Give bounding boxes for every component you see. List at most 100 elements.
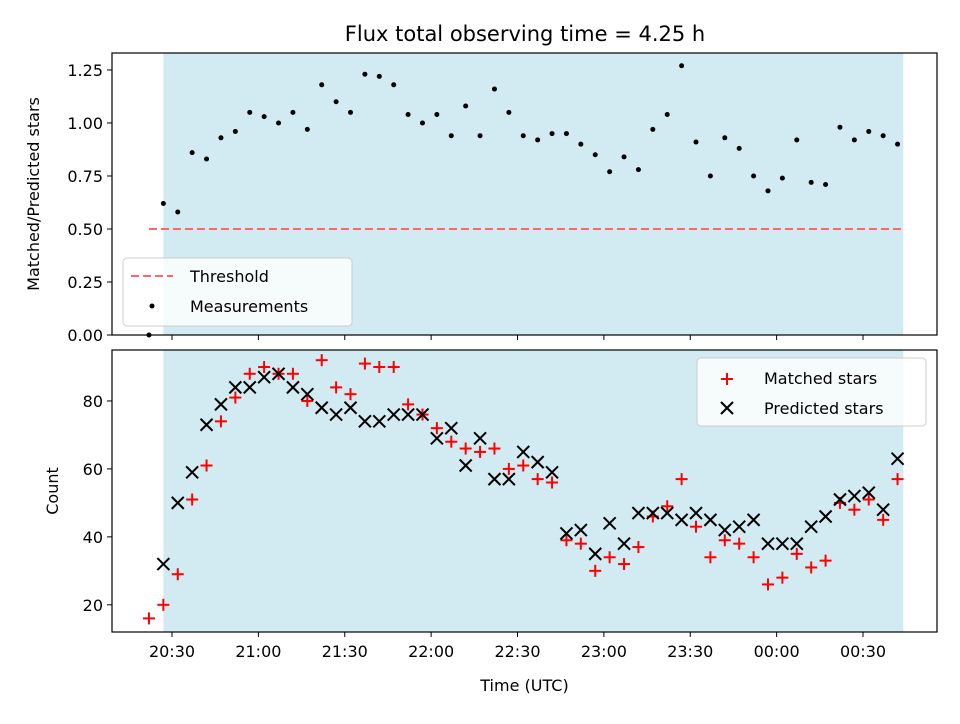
measurement-point (419, 120, 425, 126)
measurement-point (232, 128, 238, 134)
x-axis-label: Time (UTC) (479, 676, 568, 695)
measurement-point (463, 103, 469, 109)
legend-measurements-swatch (149, 303, 155, 309)
predicted-star-point (761, 536, 775, 551)
measurement-point (304, 126, 310, 132)
figure-title: Flux total observing time = 4.25 h (345, 22, 705, 46)
measurement-point (880, 133, 886, 139)
matched-star-point (200, 459, 213, 472)
predicted-star-point (185, 465, 199, 480)
predicted-star-point (171, 496, 185, 510)
legend-threshold-label: Threshold (189, 267, 269, 286)
predicted-star-point (674, 513, 689, 527)
measurement-point (664, 111, 670, 117)
matched-star-point (589, 564, 602, 577)
predicted-star-point (862, 485, 876, 500)
measurement-point (722, 135, 728, 141)
measurement-point (650, 126, 656, 132)
matched-star-point (862, 493, 875, 506)
matched-star-point (330, 381, 343, 394)
predicted-star-point (415, 407, 430, 422)
matched-star-point (171, 568, 184, 581)
predicted-star-point (530, 455, 545, 469)
matched-star-point (790, 547, 803, 560)
measurement-point (405, 111, 411, 117)
measurement-point (607, 169, 613, 175)
measurement-point (794, 137, 800, 143)
measurement-point (247, 109, 253, 115)
predicted-star-point (602, 516, 617, 530)
measurement-point (348, 109, 354, 115)
matched-star-point (661, 500, 674, 513)
matched-star-point (805, 561, 818, 574)
top-y-tick-label: 0.00 (67, 326, 103, 345)
x-tick-label: 22:30 (494, 642, 540, 661)
matched-star-point (560, 534, 573, 547)
top-y-tick-label: 1.00 (67, 114, 103, 133)
predicted-star-point (401, 407, 415, 422)
predicted-star-point (228, 380, 243, 395)
predicted-star-point (847, 489, 862, 503)
matched-star-point (488, 442, 501, 455)
measurement-point (837, 124, 843, 130)
matched-star-point (675, 473, 688, 486)
measurement-point (448, 133, 454, 139)
measurement-point (851, 137, 857, 143)
predicted-star-point (689, 506, 703, 520)
predicted-star-point (631, 506, 646, 520)
matched-star-point (574, 537, 587, 550)
top-x-ticks (171, 335, 864, 340)
matched-star-point (690, 520, 703, 533)
measurement-point (563, 131, 569, 137)
x-tick-label: 21:00 (235, 642, 281, 661)
bottom-legend: Matched stars Predicted stars (696, 357, 927, 427)
measurement-point (549, 131, 555, 137)
bottom-y-tick-label: 60 (83, 460, 103, 479)
matched-star-point (214, 415, 227, 428)
measurement-point (506, 109, 512, 115)
top-y-ticks: 0.00 0.25 0.50 0.75 1.00 1.25 (67, 61, 112, 345)
predicted-star-point (329, 407, 343, 422)
bottom-axes-frame (111, 349, 938, 633)
legend-matched-swatch (721, 373, 733, 385)
top-y-tick-label: 0.25 (67, 273, 103, 292)
predicted-star-point (732, 519, 746, 534)
predicted-star-point (458, 458, 473, 473)
predicted-star-point (372, 414, 387, 429)
predicted-star-point (358, 414, 372, 429)
predicted-star-point (271, 367, 286, 381)
bottom-y-tick-label: 20 (83, 596, 103, 615)
predicted-star-point (199, 418, 214, 432)
matched-star-point (474, 445, 487, 458)
top-plot-content (146, 63, 904, 338)
matched-star-point (258, 360, 271, 373)
predicted-star-point (574, 523, 588, 537)
predicted-star-point (833, 492, 847, 507)
measurement-point (693, 139, 699, 145)
predicted-star-point (588, 547, 602, 561)
measurement-point (261, 114, 267, 120)
matched-star-point (229, 391, 242, 404)
measurement-point (319, 82, 325, 88)
legend-measurements-label: Measurements (190, 297, 308, 316)
predicted-star-point (257, 370, 271, 384)
measurement-point (276, 120, 282, 126)
x-tick-label: 00:30 (840, 642, 886, 661)
x-tick-label: 20:30 (149, 642, 195, 661)
predicted-star-point (516, 445, 530, 459)
measurement-point (779, 175, 785, 181)
predicted-star-point (703, 513, 718, 527)
measurement-point (895, 141, 901, 147)
measurement-point (376, 73, 382, 79)
measurement-point (621, 154, 627, 160)
measurement-point (823, 181, 829, 187)
matched-star-point (157, 598, 170, 611)
matched-star-point (531, 473, 544, 486)
predicted-star-point (156, 557, 171, 571)
top-legend-box (122, 257, 353, 327)
bottom-x-ticks: 20:30 21:00 21:30 22:00 22:30 23:00 23:30 00:00… (149, 632, 886, 661)
measurement-point (808, 179, 814, 185)
predicted-star-point (487, 472, 502, 486)
predicted-star-point (286, 380, 300, 395)
